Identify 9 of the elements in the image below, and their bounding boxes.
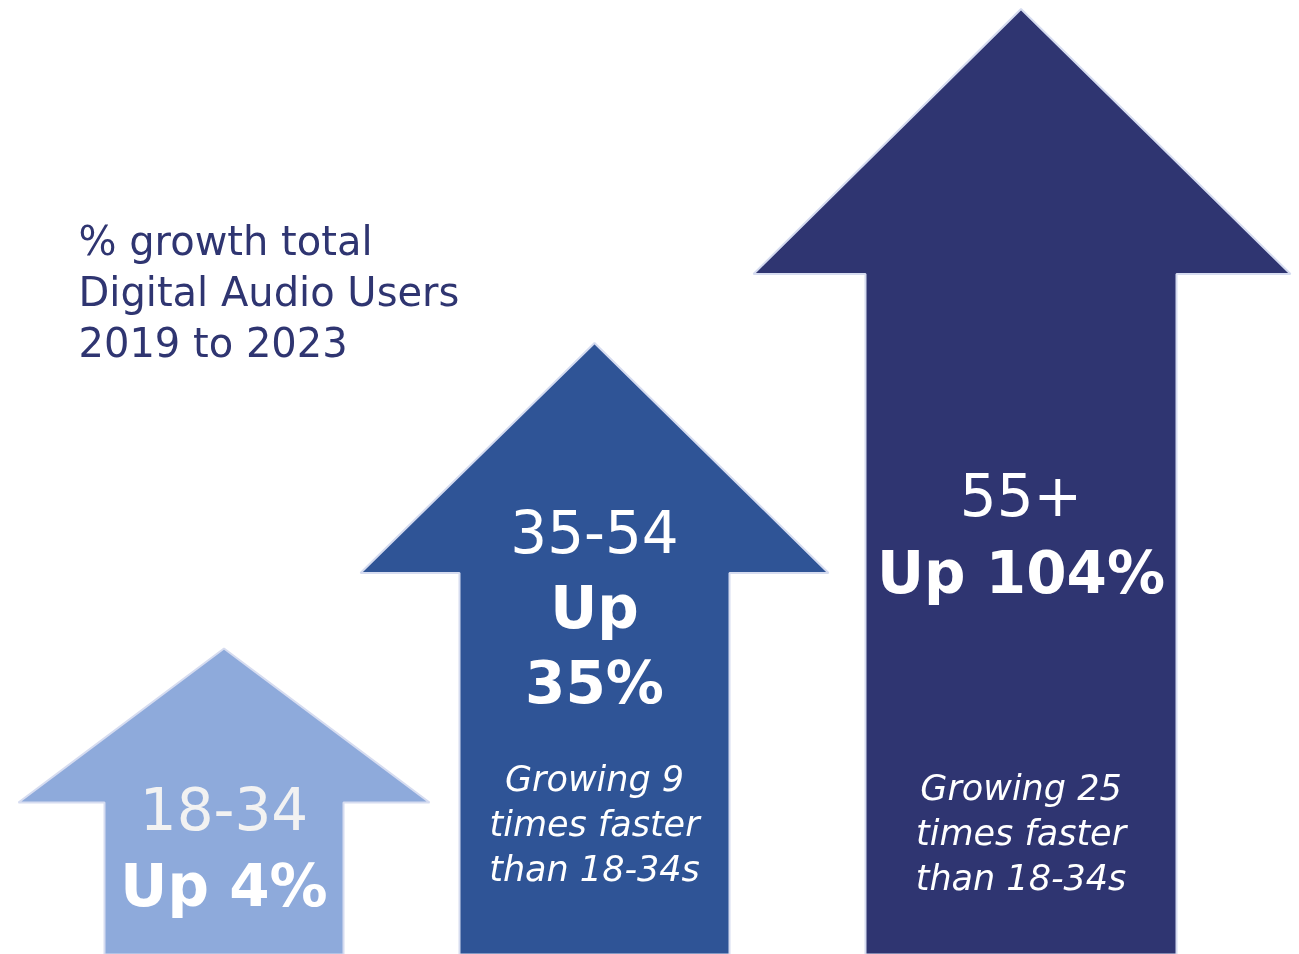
category-label: 55+ — [959, 461, 1083, 530]
category-label: 18-34 — [139, 776, 309, 844]
data-label: Up 35% — [525, 574, 664, 718]
data-label: Up 104% — [877, 539, 1166, 608]
text: Growing 9 times faster than 18-34s — [489, 759, 700, 890]
data-label: Up 4% — [120, 851, 328, 920]
text: % growth total Digital Audio Users 2019 to 2023 — [78, 217, 460, 366]
category-label: 35-54 — [510, 498, 679, 567]
text: Growing 25 times faster than 18-34s — [915, 768, 1127, 899]
